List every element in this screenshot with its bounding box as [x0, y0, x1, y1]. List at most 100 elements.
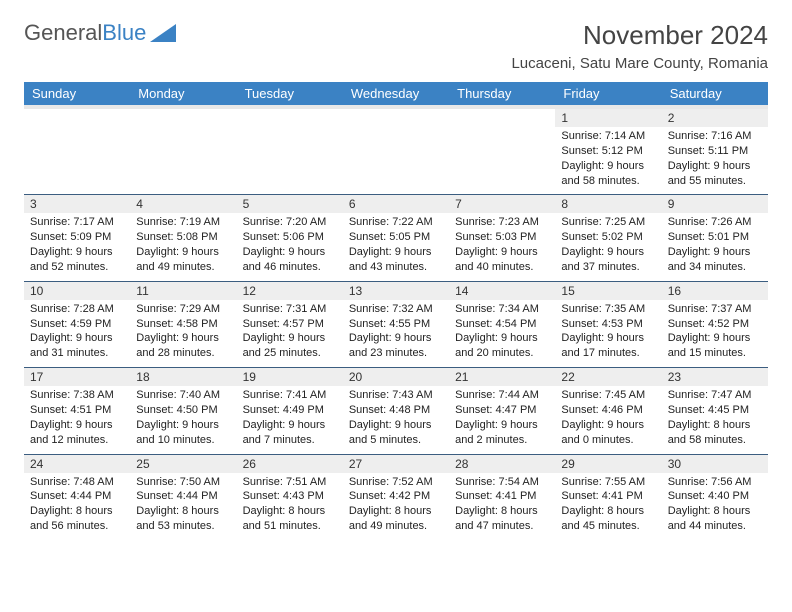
daylight-text-2: and 7 minutes. [243, 433, 337, 448]
daylight-text-1: Daylight: 9 hours [668, 159, 762, 174]
daylight-text-1: Daylight: 8 hours [455, 504, 549, 519]
day-number-cell: 4 [130, 195, 236, 214]
daylight-text-2: and 43 minutes. [349, 260, 443, 275]
day-detail-cell: Sunrise: 7:14 AMSunset: 5:12 PMDaylight:… [555, 127, 661, 195]
daylight-text-2: and 53 minutes. [136, 519, 230, 534]
day-number-cell: 19 [237, 368, 343, 387]
day-detail-cell: Sunrise: 7:34 AMSunset: 4:54 PMDaylight:… [449, 300, 555, 368]
daylight-text-2: and 49 minutes. [136, 260, 230, 275]
day-detail-cell [130, 127, 236, 195]
daylight-text-1: Daylight: 9 hours [668, 245, 762, 260]
sunrise-text: Sunrise: 7:43 AM [349, 388, 443, 403]
daylight-text-2: and 0 minutes. [561, 433, 655, 448]
sunrise-text: Sunrise: 7:29 AM [136, 302, 230, 317]
day-number-cell: 12 [237, 281, 343, 300]
daynum-row: 3456789 [24, 195, 768, 214]
daylight-text-2: and 56 minutes. [30, 519, 124, 534]
sunset-text: Sunset: 5:11 PM [668, 144, 762, 159]
sunrise-text: Sunrise: 7:44 AM [455, 388, 549, 403]
day-number-cell: 22 [555, 368, 661, 387]
sunset-text: Sunset: 4:48 PM [349, 403, 443, 418]
sunrise-text: Sunrise: 7:28 AM [30, 302, 124, 317]
day-detail-cell: Sunrise: 7:17 AMSunset: 5:09 PMDaylight:… [24, 213, 130, 281]
daylight-text-2: and 2 minutes. [455, 433, 549, 448]
sunset-text: Sunset: 4:53 PM [561, 317, 655, 332]
daylight-text-1: Daylight: 9 hours [30, 418, 124, 433]
day-number-cell: 9 [662, 195, 768, 214]
logo-triangle-icon [150, 24, 176, 42]
daylight-text-1: Daylight: 9 hours [30, 331, 124, 346]
daylight-text-1: Daylight: 8 hours [349, 504, 443, 519]
sunset-text: Sunset: 4:51 PM [30, 403, 124, 418]
sunrise-text: Sunrise: 7:34 AM [455, 302, 549, 317]
day-detail-cell: Sunrise: 7:47 AMSunset: 4:45 PMDaylight:… [662, 386, 768, 454]
daylight-text-1: Daylight: 8 hours [561, 504, 655, 519]
day-detail-cell: Sunrise: 7:25 AMSunset: 5:02 PMDaylight:… [555, 213, 661, 281]
day-detail-cell: Sunrise: 7:44 AMSunset: 4:47 PMDaylight:… [449, 386, 555, 454]
day-detail-cell: Sunrise: 7:16 AMSunset: 5:11 PMDaylight:… [662, 127, 768, 195]
day-detail-cell: Sunrise: 7:28 AMSunset: 4:59 PMDaylight:… [24, 300, 130, 368]
day-number-cell: 27 [343, 454, 449, 473]
day-detail-cell: Sunrise: 7:35 AMSunset: 4:53 PMDaylight:… [555, 300, 661, 368]
day-header-row: SundayMondayTuesdayWednesdayThursdayFrid… [24, 82, 768, 107]
day-header: Friday [555, 82, 661, 107]
sunset-text: Sunset: 5:06 PM [243, 230, 337, 245]
sunset-text: Sunset: 5:02 PM [561, 230, 655, 245]
sunset-text: Sunset: 4:54 PM [455, 317, 549, 332]
sunrise-text: Sunrise: 7:40 AM [136, 388, 230, 403]
sunrise-text: Sunrise: 7:38 AM [30, 388, 124, 403]
daylight-text-1: Daylight: 9 hours [668, 331, 762, 346]
sunset-text: Sunset: 4:44 PM [136, 489, 230, 504]
day-detail-cell: Sunrise: 7:26 AMSunset: 5:01 PMDaylight:… [662, 213, 768, 281]
calendar-body: 12 Sunrise: 7:14 AMSunset: 5:12 PMDayligh… [24, 107, 768, 540]
day-detail-cell: Sunrise: 7:22 AMSunset: 5:05 PMDaylight:… [343, 213, 449, 281]
day-number-cell [449, 107, 555, 127]
day-detail-cell: Sunrise: 7:19 AMSunset: 5:08 PMDaylight:… [130, 213, 236, 281]
calendar-table: SundayMondayTuesdayWednesdayThursdayFrid… [24, 82, 768, 540]
daylight-text-1: Daylight: 9 hours [243, 418, 337, 433]
daylight-text-2: and 34 minutes. [668, 260, 762, 275]
day-number-cell: 6 [343, 195, 449, 214]
sunrise-text: Sunrise: 7:16 AM [668, 129, 762, 144]
day-number-cell: 5 [237, 195, 343, 214]
sunset-text: Sunset: 5:03 PM [455, 230, 549, 245]
daylight-text-2: and 52 minutes. [30, 260, 124, 275]
sunset-text: Sunset: 5:08 PM [136, 230, 230, 245]
day-detail-cell: Sunrise: 7:38 AMSunset: 4:51 PMDaylight:… [24, 386, 130, 454]
day-detail-cell: Sunrise: 7:20 AMSunset: 5:06 PMDaylight:… [237, 213, 343, 281]
sunrise-text: Sunrise: 7:54 AM [455, 475, 549, 490]
day-header: Monday [130, 82, 236, 107]
day-number-cell: 28 [449, 454, 555, 473]
daylight-text-1: Daylight: 9 hours [136, 245, 230, 260]
sunrise-text: Sunrise: 7:48 AM [30, 475, 124, 490]
day-header: Sunday [24, 82, 130, 107]
day-detail-cell: Sunrise: 7:54 AMSunset: 4:41 PMDaylight:… [449, 473, 555, 540]
sunrise-text: Sunrise: 7:50 AM [136, 475, 230, 490]
daylight-text-1: Daylight: 9 hours [455, 245, 549, 260]
day-header: Tuesday [237, 82, 343, 107]
daylight-text-2: and 47 minutes. [455, 519, 549, 534]
daylight-text-1: Daylight: 9 hours [30, 245, 124, 260]
sunrise-text: Sunrise: 7:17 AM [30, 215, 124, 230]
sunrise-text: Sunrise: 7:14 AM [561, 129, 655, 144]
day-number-cell: 29 [555, 454, 661, 473]
day-detail-cell: Sunrise: 7:55 AMSunset: 4:41 PMDaylight:… [555, 473, 661, 540]
detail-row: Sunrise: 7:28 AMSunset: 4:59 PMDaylight:… [24, 300, 768, 368]
sunrise-text: Sunrise: 7:37 AM [668, 302, 762, 317]
day-number-cell: 3 [24, 195, 130, 214]
daylight-text-1: Daylight: 9 hours [561, 159, 655, 174]
day-detail-cell: Sunrise: 7:56 AMSunset: 4:40 PMDaylight:… [662, 473, 768, 540]
daylight-text-2: and 15 minutes. [668, 346, 762, 361]
sunrise-text: Sunrise: 7:52 AM [349, 475, 443, 490]
daylight-text-2: and 17 minutes. [561, 346, 655, 361]
sunrise-text: Sunrise: 7:32 AM [349, 302, 443, 317]
daylight-text-2: and 49 minutes. [349, 519, 443, 534]
daylight-text-2: and 5 minutes. [349, 433, 443, 448]
sunset-text: Sunset: 4:41 PM [561, 489, 655, 504]
sunrise-text: Sunrise: 7:56 AM [668, 475, 762, 490]
sunrise-text: Sunrise: 7:26 AM [668, 215, 762, 230]
logo-text-2: Blue [102, 20, 146, 46]
sunrise-text: Sunrise: 7:45 AM [561, 388, 655, 403]
daylight-text-1: Daylight: 9 hours [455, 331, 549, 346]
day-number-cell: 7 [449, 195, 555, 214]
